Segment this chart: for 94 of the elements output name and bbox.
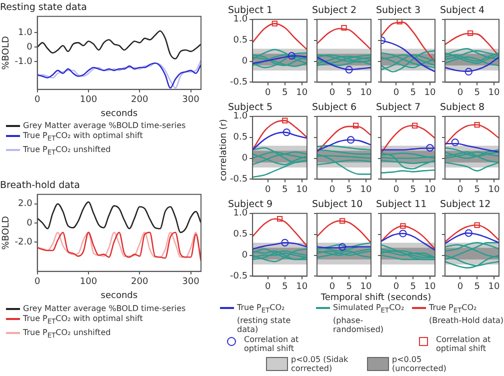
x-tick-label: 10	[424, 88, 436, 98]
legend-label: Correlation at optimal shift	[436, 334, 492, 353]
chart-title: Subject 5	[228, 102, 273, 114]
x-tick-label: 0	[265, 88, 272, 98]
x-tick-label: 10	[296, 184, 308, 195]
x-tick-label: 300	[182, 277, 200, 288]
legend-label: True P$_{ET}$CO₂ unshifted	[23, 144, 111, 158]
legend-label: p<0.05 (uncorrected)	[392, 354, 448, 373]
chart-title: Subject 1	[228, 5, 273, 16]
x-tick-label: 0	[34, 95, 40, 106]
x-tick-label: 5	[346, 88, 352, 98]
chart-title: Subject 2	[312, 5, 357, 16]
y-tick-label: 0.5	[233, 36, 248, 46]
y-tick-label: 1.0	[233, 112, 248, 122]
y-axis-title: correlation (r)	[219, 119, 229, 181]
legend-label: Grey Matter average %BOLD time-series	[23, 304, 186, 313]
legend-label: True P$_{ET}$CO₂ with optimal shift	[23, 314, 143, 327]
x-tick-label: 10	[488, 88, 500, 98]
x-tick-label: 5	[474, 88, 480, 98]
x-tick-label: 10	[296, 282, 308, 292]
chart-title: Subject 4	[440, 5, 485, 16]
x-tick-label: 5	[410, 184, 416, 195]
legend-label: True P$_{ET}$CO₂ with optimal shift	[23, 131, 143, 144]
x-tick-label: 5	[282, 88, 288, 98]
y-tick-label: 0.5	[233, 132, 248, 143]
chart-title: Subject 12	[440, 199, 491, 210]
y-tick-label: 1.0	[233, 208, 248, 219]
x-tick-label: 5	[474, 184, 480, 195]
chart-title: Subject 3	[376, 5, 421, 16]
y-axis-title: %BOLD	[2, 216, 12, 250]
y-tick-label: 0.5	[233, 230, 248, 240]
x-tick-label: 10	[360, 282, 372, 292]
x-tick-label: 0	[393, 282, 400, 292]
legend-label: True P$_{ET}$CO₂ unshifted	[23, 328, 111, 340]
x-tick-label: 0	[393, 88, 400, 98]
x-tick-label: 0	[265, 282, 272, 292]
x-tick-label: 0	[329, 184, 336, 195]
legend-label: True P$_{ET}$CO₂ (resting state data)	[237, 303, 292, 334]
chart-title: Breath-hold data	[0, 180, 80, 192]
x-tick-label: 0	[34, 277, 40, 288]
x-tick-label: 0	[393, 184, 400, 195]
x-tick-label: 100	[80, 95, 98, 106]
x-tick-label: 10	[488, 184, 500, 195]
x-axis-title: Temporal shift (seconds)	[320, 293, 432, 303]
x-tick-label: 5	[282, 184, 288, 195]
chart-title: Subject 9	[228, 199, 273, 210]
x-tick-label: 0	[329, 88, 336, 98]
y-tick-label: 1.0	[233, 14, 248, 25]
y-tick-label: 0	[242, 56, 248, 67]
chart-title: Resting state data	[0, 2, 87, 14]
chart-title: Subject 11	[376, 199, 427, 210]
y-tick-label: -1.0	[14, 57, 33, 68]
x-tick-label: 10	[296, 88, 308, 98]
x-tick-label: 0	[457, 184, 464, 195]
x-tick-label: 0	[457, 88, 464, 98]
chart-title: Subject 10	[312, 199, 363, 210]
x-tick-label: 100	[80, 277, 98, 288]
x-tick-label: 0	[265, 184, 272, 195]
y-axis-title: %BOLD	[2, 36, 12, 70]
legend-label: p<0.05 (Sidak corrected)	[291, 354, 350, 373]
chart-title: Subject 7	[376, 102, 421, 114]
x-tick-label: 300	[182, 95, 200, 106]
y-tick-label: -0.5	[230, 174, 248, 185]
x-axis-title: seconds	[100, 290, 138, 301]
x-tick-label: 5	[346, 282, 352, 292]
x-tick-label: 200	[131, 95, 148, 106]
legend-label: Grey Matter average %BOLD time-series	[23, 121, 186, 130]
x-tick-label: 10	[360, 88, 372, 98]
chart-title: Subject 6	[312, 102, 357, 114]
x-tick-label: 5	[346, 184, 352, 195]
y-tick-label: 0	[242, 154, 248, 164]
y-tick-label: -0.5	[230, 78, 248, 88]
chart-title: Subject 8	[440, 102, 485, 114]
y-tick-label: 2.0	[18, 199, 33, 210]
x-tick-label: 0	[329, 282, 336, 292]
legend-label: True P$_{ET}$CO₂ (Breath-Hold data)	[429, 303, 504, 325]
x-axis-title: seconds	[100, 108, 138, 119]
x-tick-label: 10	[424, 282, 436, 292]
x-tick-label: 10	[360, 184, 372, 195]
x-tick-label: 10	[488, 282, 500, 292]
x-tick-label: 5	[282, 282, 288, 292]
y-tick-label: 0	[242, 250, 248, 261]
y-tick-label: -0.5	[230, 272, 248, 282]
y-tick-label: 0	[26, 218, 33, 228]
text: Simulated P$_{ET}$CO₂ (phase-randomised)	[333, 303, 404, 334]
y-tick-label: 0	[26, 42, 33, 52]
x-tick-label: 5	[410, 282, 416, 292]
y-tick-label: -2.0	[14, 237, 33, 248]
x-tick-label: 200	[131, 277, 148, 288]
x-tick-label: 0	[457, 282, 464, 292]
x-tick-label: 5	[474, 282, 480, 292]
x-tick-label: 10	[424, 184, 436, 195]
y-tick-label: 1.0	[18, 28, 33, 38]
x-tick-label: 5	[410, 88, 416, 98]
